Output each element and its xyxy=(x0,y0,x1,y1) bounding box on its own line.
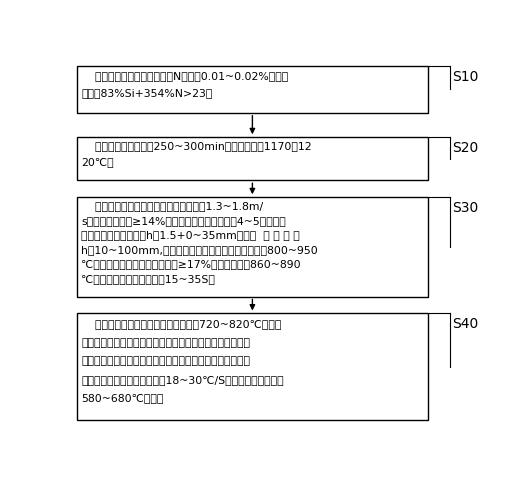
Text: 轧机轧制采用两阶段控轧，轧制速度为1.3~1.8m/: 轧机轧制采用两阶段控轧，轧制速度为1.3~1.8m/ xyxy=(81,201,263,211)
Text: 20℃。: 20℃。 xyxy=(81,157,114,167)
Text: S30: S30 xyxy=(452,201,478,215)
Text: S40: S40 xyxy=(452,317,478,331)
Text: S20: S20 xyxy=(452,141,478,155)
Text: 铸坯加热时间控制在250~300min，加热温度到1170～12: 铸坯加热时间控制在250~300min，加热温度到1170～12 xyxy=(81,141,312,151)
Text: 水导致冷却不均匀，冷速按照18~30℃/S控制，返红温度按照: 水导致冷却不均匀，冷速按照18~30℃/S控制，返红温度按照 xyxy=(81,375,284,385)
Text: ℃；轧制完成后驰豫时间为15~35S；: ℃；轧制完成后驰豫时间为15~35S； xyxy=(81,274,215,284)
Text: 水冷头尾遮蔽装置以降低钢板同板温差，同时开启集管遵从: 水冷头尾遮蔽装置以降低钢板同板温差，同时开启集管遵从 xyxy=(81,338,250,348)
Text: 580~680℃控制。: 580~680℃控制。 xyxy=(81,393,163,403)
Bar xyxy=(77,197,428,297)
Text: 不连续的原则，冷却过程中开启吹扫装置，避免钢板上有积: 不连续的原则，冷却过程中开启吹扫装置，避免钢板上有积 xyxy=(81,356,250,366)
Text: 冷却采用轧后水冷，开冷温度控制在720~820℃，开启: 冷却采用轧后水冷，开冷温度控制在720~820℃，开启 xyxy=(81,319,281,330)
Text: 间坯厚度按照成品厚度h＊1.5+0~35mm控制，  成 品 厚 度: 间坯厚度按照成品厚度h＊1.5+0~35mm控制， 成 品 厚 度 xyxy=(81,230,300,240)
Text: S10: S10 xyxy=(452,70,478,84)
Text: ℃，至少有两道次单道次压下率≥17%，终轧温度为860~890: ℃，至少有两道次单道次压下率≥17%，终轧温度为860~890 xyxy=(81,260,301,269)
Bar xyxy=(77,137,428,180)
Text: 转炉顶底复合冶炼，冶炼时N控制在0.01~0.02%，并严: 转炉顶底复合冶炼，冶炼时N控制在0.01~0.02%，并严 xyxy=(81,71,289,81)
Text: s，单道次压下率≥14%，展宽后纵轧道次控制在4~5道次；中: s，单道次压下率≥14%，展宽后纵轧道次控制在4~5道次；中 xyxy=(81,216,286,225)
Bar xyxy=(77,314,428,420)
Text: h为10~100mm,第二阶段未再结晶区轧制温度控制在800~950: h为10~100mm,第二阶段未再结晶区轧制温度控制在800~950 xyxy=(81,245,318,255)
Bar xyxy=(77,66,428,113)
Text: 格限定83%Si+354%N>23；: 格限定83%Si+354%N>23； xyxy=(81,88,213,98)
